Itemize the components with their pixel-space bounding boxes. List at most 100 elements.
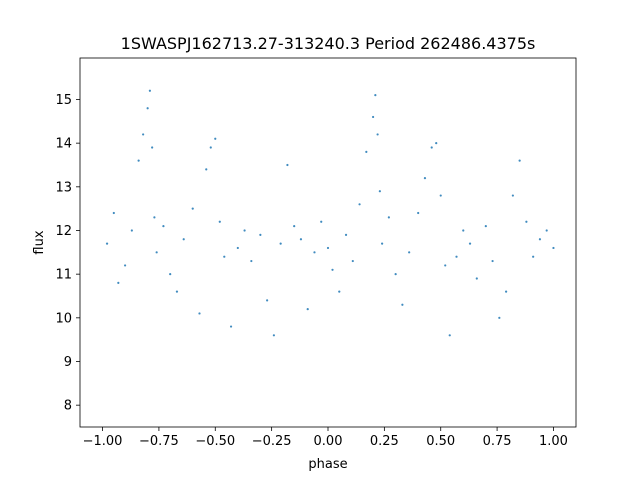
data-point bbox=[423, 176, 427, 180]
data-point bbox=[320, 220, 323, 223]
y-tick-label: 14 bbox=[55, 137, 72, 152]
data-point bbox=[191, 207, 194, 210]
data-point bbox=[306, 307, 309, 311]
data-point bbox=[518, 159, 521, 162]
data-point bbox=[299, 238, 303, 241]
data-point bbox=[417, 211, 420, 215]
data-point bbox=[175, 290, 179, 293]
data-point bbox=[293, 225, 296, 228]
x-tick-label: 0.75 bbox=[483, 434, 512, 449]
x-tick-label: −0.50 bbox=[195, 434, 235, 449]
data-point bbox=[146, 107, 149, 110]
data-point bbox=[408, 251, 411, 254]
x-tick-label: −0.25 bbox=[252, 434, 292, 449]
chart-title: 1SWASPJ162713.27-313240.3 Period 262486.… bbox=[121, 34, 536, 53]
data-point bbox=[511, 194, 514, 197]
data-point bbox=[331, 268, 334, 271]
data-point bbox=[376, 133, 379, 136]
data-point bbox=[243, 229, 246, 232]
data-point bbox=[229, 325, 233, 328]
data-point bbox=[153, 216, 156, 219]
data-point bbox=[371, 115, 375, 119]
data-point bbox=[394, 273, 397, 276]
data-point bbox=[155, 251, 158, 254]
y-tick-label: 8 bbox=[64, 399, 72, 414]
data-points bbox=[105, 89, 555, 337]
data-point bbox=[484, 225, 487, 228]
data-point bbox=[498, 316, 501, 319]
data-point bbox=[209, 146, 212, 149]
data-point bbox=[286, 163, 289, 167]
data-point bbox=[313, 251, 316, 254]
data-point bbox=[475, 277, 478, 280]
data-point bbox=[151, 146, 154, 149]
data-point bbox=[545, 229, 548, 232]
data-point bbox=[105, 242, 109, 245]
data-point bbox=[462, 229, 465, 232]
data-point bbox=[272, 334, 275, 337]
x-axis-label: phase bbox=[308, 457, 347, 472]
data-point bbox=[351, 259, 354, 263]
data-point bbox=[552, 246, 555, 250]
y-tick-label: 11 bbox=[55, 268, 72, 283]
y-tick-label: 9 bbox=[64, 355, 72, 370]
data-point bbox=[491, 259, 494, 263]
data-point bbox=[344, 233, 348, 236]
y-tick-label: 12 bbox=[55, 224, 72, 239]
x-tick-label: 0.50 bbox=[426, 434, 455, 449]
y-tick-label: 13 bbox=[55, 180, 72, 195]
data-point bbox=[218, 220, 221, 223]
data-point bbox=[123, 264, 127, 267]
data-point bbox=[326, 246, 330, 250]
data-point bbox=[381, 242, 384, 245]
data-point bbox=[468, 242, 472, 245]
data-point bbox=[148, 89, 151, 92]
data-point bbox=[455, 255, 458, 258]
data-point bbox=[439, 194, 442, 197]
data-point bbox=[505, 290, 508, 293]
data-point bbox=[532, 255, 535, 258]
data-point bbox=[430, 146, 433, 149]
data-point bbox=[525, 220, 528, 223]
data-point bbox=[137, 159, 140, 162]
data-point bbox=[169, 273, 172, 276]
data-point bbox=[266, 299, 269, 302]
data-point bbox=[387, 216, 390, 219]
data-point bbox=[358, 203, 361, 206]
data-point bbox=[338, 290, 341, 293]
data-point bbox=[162, 225, 165, 228]
y-tick-label: 15 bbox=[55, 93, 72, 108]
data-point bbox=[365, 150, 368, 153]
y-tick-label: 10 bbox=[55, 311, 72, 326]
data-point bbox=[236, 246, 239, 250]
x-tick-label: −0.75 bbox=[139, 434, 179, 449]
data-point bbox=[198, 312, 201, 315]
data-point bbox=[112, 211, 115, 215]
plot-area-frame bbox=[79, 57, 577, 428]
y-axis: 8 9 10 11 12 13 14 15 bbox=[55, 93, 80, 414]
data-point bbox=[223, 255, 226, 258]
data-point bbox=[374, 94, 377, 97]
data-point bbox=[444, 264, 447, 267]
data-point bbox=[205, 168, 208, 171]
data-point bbox=[538, 238, 542, 241]
data-point bbox=[448, 334, 451, 337]
x-tick-label: 1.00 bbox=[539, 434, 568, 449]
x-tick-label: 0.00 bbox=[314, 434, 343, 449]
data-point bbox=[250, 259, 253, 263]
data-point bbox=[435, 142, 438, 145]
x-axis: −1.00 −0.75 −0.50 −0.25 0.00 0.25 0.50 0.75 1.00 bbox=[83, 427, 568, 449]
data-point bbox=[130, 229, 133, 232]
data-point bbox=[259, 233, 262, 236]
data-point bbox=[279, 242, 282, 245]
x-tick-label: 0.25 bbox=[370, 434, 399, 449]
data-point bbox=[214, 137, 217, 140]
x-tick-label: −1.00 bbox=[83, 434, 123, 449]
y-axis-label: flux bbox=[32, 230, 47, 254]
data-point bbox=[401, 303, 404, 306]
data-point bbox=[182, 238, 185, 241]
data-point bbox=[378, 190, 381, 193]
data-point bbox=[117, 281, 120, 284]
data-point bbox=[142, 133, 145, 136]
